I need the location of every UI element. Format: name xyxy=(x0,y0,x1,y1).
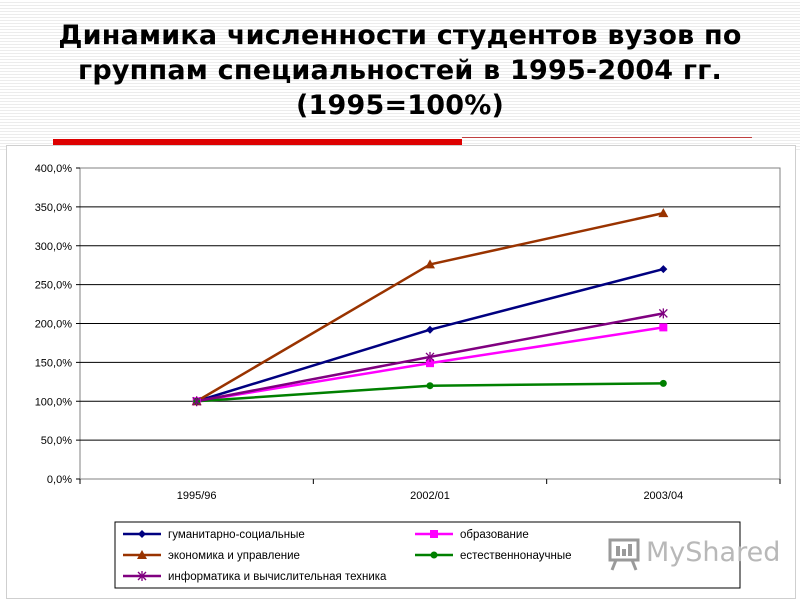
y-tick-label: 50,0% xyxy=(41,435,72,447)
y-tick-label: 150,0% xyxy=(35,357,73,369)
x-axis-tick-labels: 1995/96 2002/01 2003/04 xyxy=(177,490,683,502)
data-point-2-2 xyxy=(426,359,434,368)
legend-marker-2 xyxy=(430,530,438,538)
watermark-text: MyShared xyxy=(646,537,781,568)
title-line-3: (1995=100%) xyxy=(295,90,505,121)
y-axis-tick-labels: 0,0% 50,0% 100,0% 150,0% 200,0% 250,0% 300,0% 3… xyxy=(35,163,73,486)
accent-line xyxy=(462,137,752,138)
x-tick-label: 2002/01 xyxy=(410,490,450,502)
data-markers xyxy=(191,208,669,407)
y-tick-label: 400,0% xyxy=(35,163,73,175)
legend-label-3: экономика и управление xyxy=(168,550,300,562)
legend: гуманитарно-социальные образование экономи… xyxy=(114,521,741,589)
series-lines xyxy=(196,211,664,403)
data-point-3-3 xyxy=(658,208,669,218)
legend-marker-4 xyxy=(430,551,438,559)
y-tick-label: 350,0% xyxy=(35,202,73,214)
data-point-1-3 xyxy=(659,265,668,274)
accent-bar xyxy=(53,139,462,146)
legend-label-4: естественнонаучные xyxy=(460,550,572,562)
y-tick-label: 100,0% xyxy=(35,396,73,408)
x-tick-label: 2003/04 xyxy=(643,490,683,502)
legend-label-2: образование xyxy=(460,529,529,541)
legend-label-1: гуманитарно-социальные xyxy=(168,529,305,541)
legend-label-5: информатика и вычислительная техника xyxy=(168,571,387,583)
presentation-board-icon xyxy=(608,538,640,571)
series-line-1 xyxy=(196,267,664,403)
data-point-5-2 xyxy=(425,351,435,362)
grid-lines xyxy=(76,167,781,484)
series-line-3 xyxy=(196,211,664,403)
header-background xyxy=(0,0,800,150)
data-point-5-1 xyxy=(192,396,202,407)
legend-marker-1 xyxy=(138,530,146,538)
data-point-3-2 xyxy=(425,259,435,269)
data-point-4-2 xyxy=(426,382,434,390)
data-point-4-3 xyxy=(659,379,667,387)
title-line-2: группам специальностей в 1995-2004 гг. xyxy=(78,55,722,86)
legend-marker-3 xyxy=(137,550,147,559)
y-tick-label: 200,0% xyxy=(35,319,73,331)
y-tick-label: 300,0% xyxy=(35,241,73,253)
watermark: MyShared xyxy=(606,536,780,572)
legend-marker-5 xyxy=(137,571,147,581)
x-tick-label: 1995/96 xyxy=(177,490,217,502)
y-tick-label: 250,0% xyxy=(35,280,73,292)
data-point-2-3 xyxy=(659,323,668,332)
title-line-1: Динамика численности студентов вузов по xyxy=(58,20,742,51)
data-point-5-3 xyxy=(658,308,668,319)
data-point-1-2 xyxy=(426,325,434,334)
slide-title: Динамика численности студентов вузов по … xyxy=(0,18,800,123)
y-tick-label: 0,0% xyxy=(47,474,72,486)
